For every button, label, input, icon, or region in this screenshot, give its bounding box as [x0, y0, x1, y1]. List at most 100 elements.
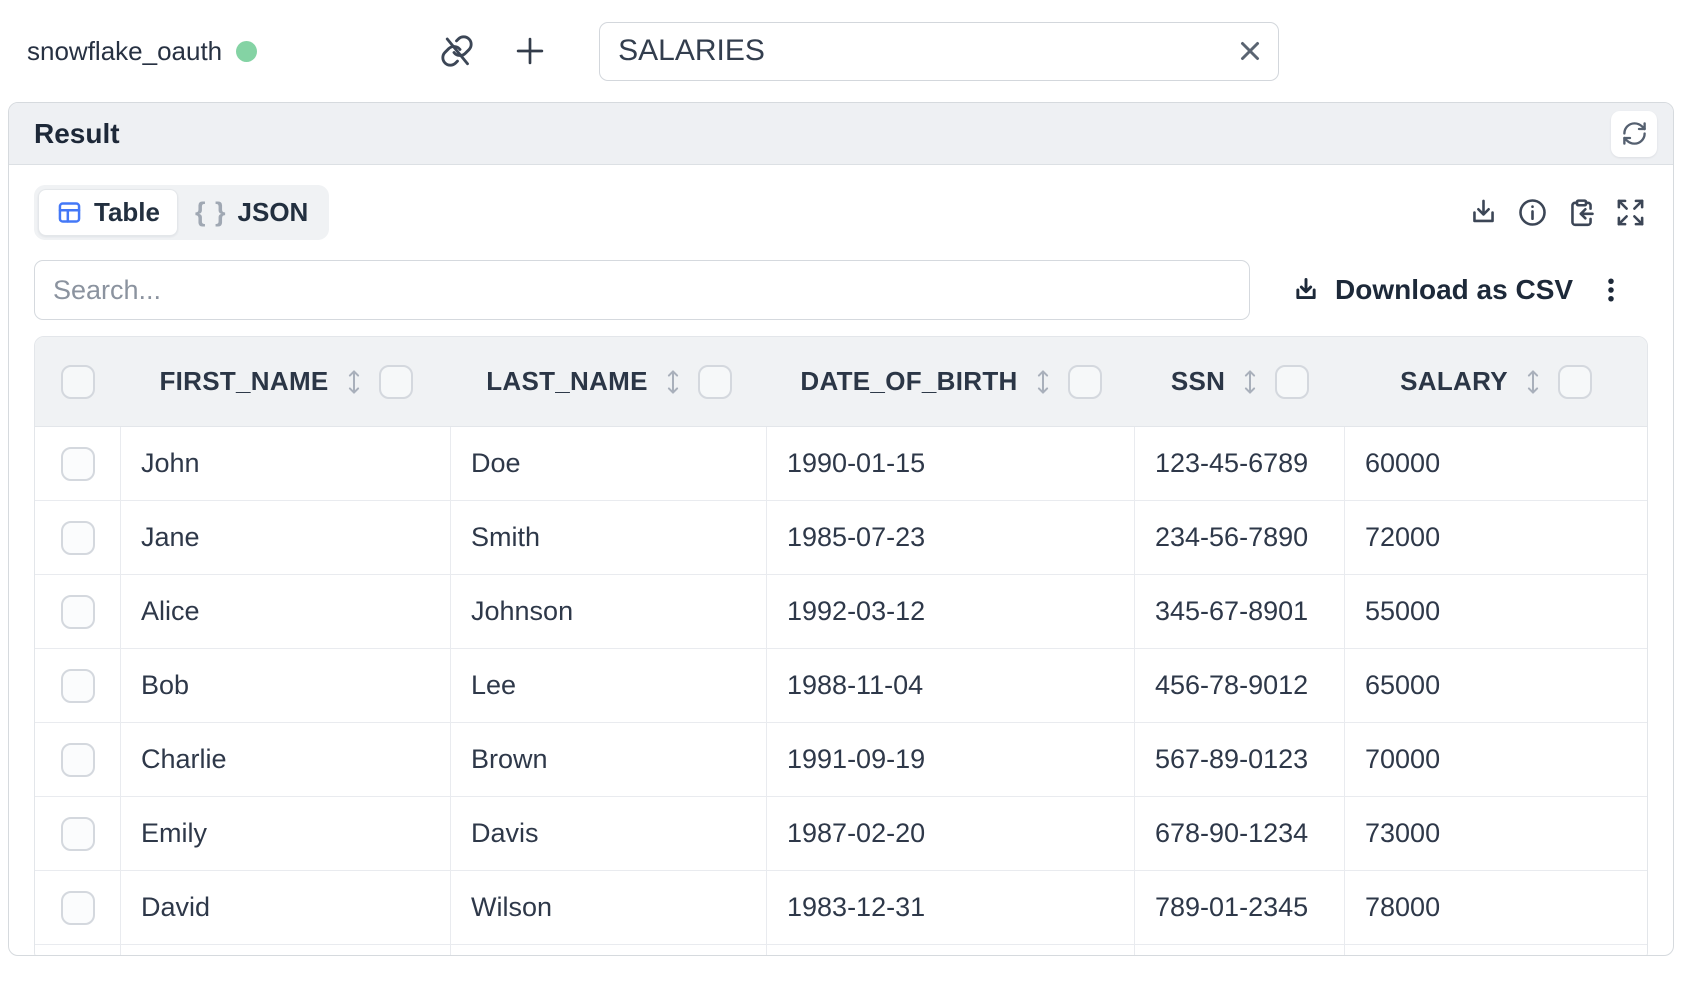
- connection-name: snowflake_oauth: [27, 35, 223, 66]
- row-select-cell: [35, 723, 121, 796]
- row-select-checkbox[interactable]: [60, 446, 95, 481]
- table-cell: 1990-01-15: [767, 427, 1135, 500]
- table-cell: John: [121, 427, 451, 500]
- table-cell: Brown: [451, 723, 767, 796]
- column-header-ssn: SSN: [1135, 337, 1345, 426]
- column-header-date_of_birth: DATE_OF_BIRTH: [767, 337, 1135, 426]
- table-cell: 1991-09-19: [767, 723, 1135, 796]
- table-cell: Davis: [451, 797, 767, 870]
- table-row: [35, 945, 1647, 955]
- column-header-label: SSN: [1170, 366, 1226, 396]
- clipboard-paste-icon: [1566, 197, 1597, 228]
- result-info-button[interactable]: [1517, 197, 1548, 228]
- table-cell: Smith: [451, 501, 767, 574]
- table-name-input[interactable]: [599, 21, 1280, 81]
- table-cell: 1992-03-12: [767, 575, 1135, 648]
- column-header-first_name: FIRST_NAME: [121, 337, 451, 426]
- table-cell: Lee: [451, 649, 767, 722]
- table-row: Emily Davis 1987-02-20 678-90-1234 73000: [35, 797, 1647, 871]
- row-select-cell: [35, 427, 121, 500]
- table-cell: 1985-07-23: [767, 501, 1135, 574]
- add-tab-button[interactable]: [511, 32, 549, 70]
- column-select-checkbox[interactable]: [1557, 364, 1592, 399]
- sort-column-button[interactable]: [1032, 366, 1054, 398]
- table-row: David Wilson 1983-12-31 789-01-2345 78000: [35, 871, 1647, 945]
- column-select-checkbox[interactable]: [378, 364, 413, 399]
- sort-column-button[interactable]: [662, 366, 684, 398]
- table-cell: Emily: [121, 797, 451, 870]
- column-select-checkbox[interactable]: [1067, 364, 1102, 399]
- download-result-button[interactable]: [1468, 197, 1499, 228]
- table-cell: Bob: [121, 649, 451, 722]
- table-cell: 70000: [1365, 744, 1441, 774]
- result-panel-body: Table { } JSON: [9, 165, 1673, 955]
- table-cell: Wilson: [451, 871, 767, 944]
- disconnect-button[interactable]: [439, 33, 475, 69]
- sort-column-button[interactable]: [1522, 366, 1544, 398]
- close-icon: [1235, 36, 1265, 66]
- table-cell: 567-89-0123: [1135, 723, 1345, 796]
- search-input[interactable]: [34, 260, 1250, 320]
- table-cell: David: [121, 871, 451, 944]
- download-icon: [1468, 197, 1499, 228]
- more-options-button[interactable]: [1596, 275, 1626, 305]
- result-table-header: FIRST_NAME LAST_NAME DATE_OF_BIRTH: [35, 337, 1647, 427]
- refresh-button[interactable]: [1611, 110, 1657, 157]
- column-header-label: SALARY: [1400, 366, 1508, 396]
- table-cell: [767, 945, 1135, 955]
- kebab-icon: [1596, 275, 1626, 305]
- table-cell: 73000: [1365, 818, 1441, 848]
- result-controls: Table { } JSON: [34, 185, 1648, 240]
- row-select-cell: [35, 501, 121, 574]
- tab-table[interactable]: Table: [38, 189, 178, 236]
- table-name-field-wrap: [599, 21, 1280, 81]
- row-select-cell: [35, 797, 121, 870]
- clear-table-name-button[interactable]: [1235, 36, 1265, 66]
- column-select-checkbox[interactable]: [697, 364, 732, 399]
- row-select-cell: [35, 649, 121, 722]
- table-icon: [56, 199, 83, 226]
- connection-status-dot: [236, 40, 258, 62]
- table-cell: 345-67-8901: [1135, 575, 1345, 648]
- table-row: John Doe 1990-01-15 123-45-6789 60000: [35, 427, 1647, 501]
- table-toolbar: Download as CSV: [34, 260, 1648, 320]
- view-tab-group: Table { } JSON: [34, 185, 330, 240]
- result-panel-header: Result: [9, 103, 1673, 165]
- row-select-checkbox[interactable]: [60, 520, 95, 555]
- column-header-salary: SALARY: [1345, 337, 1647, 426]
- table-cell: Johnson: [451, 575, 767, 648]
- row-select-checkbox[interactable]: [60, 890, 95, 925]
- download-csv-label: Download as CSV: [1335, 274, 1574, 305]
- table-row: Charlie Brown 1991-09-19 567-89-0123 70000: [35, 723, 1647, 797]
- table-cell: [1135, 945, 1345, 955]
- download-csv-button[interactable]: Download as CSV: [1292, 274, 1573, 306]
- row-select-checkbox[interactable]: [60, 742, 95, 777]
- row-select-checkbox[interactable]: [60, 668, 95, 703]
- table-cell: Jane: [121, 501, 451, 574]
- sort-icon: [343, 366, 365, 398]
- row-select-checkbox[interactable]: [60, 816, 95, 851]
- column-header-label: DATE_OF_BIRTH: [800, 366, 1018, 396]
- copy-result-button[interactable]: [1566, 197, 1597, 228]
- table-row: Jane Smith 1985-07-23 234-56-7890 72000: [35, 501, 1647, 575]
- sort-column-button[interactable]: [1239, 366, 1261, 398]
- expand-result-button[interactable]: [1615, 197, 1646, 228]
- column-select-checkbox[interactable]: [1275, 364, 1310, 399]
- sort-column-button[interactable]: [343, 366, 365, 398]
- table-cell: 1987-02-20: [767, 797, 1135, 870]
- tab-json[interactable]: { } JSON: [178, 190, 325, 235]
- connection-status: snowflake_oauth: [27, 35, 258, 67]
- table-cell: 234-56-7890: [1135, 501, 1345, 574]
- refresh-icon: [1621, 120, 1648, 147]
- column-header-last_name: LAST_NAME: [451, 337, 767, 426]
- sort-icon: [662, 366, 684, 398]
- tab-table-label: Table: [94, 197, 160, 227]
- row-select-checkbox[interactable]: [60, 594, 95, 629]
- plus-icon: [511, 32, 549, 70]
- select-all-checkbox[interactable]: [61, 364, 95, 399]
- sort-icon: [1032, 366, 1054, 398]
- download-icon: [1292, 276, 1320, 304]
- table-cell: 1988-11-04: [767, 649, 1135, 722]
- table-cell: 678-90-1234: [1135, 797, 1345, 870]
- table-cell: 789-01-2345: [1135, 871, 1345, 944]
